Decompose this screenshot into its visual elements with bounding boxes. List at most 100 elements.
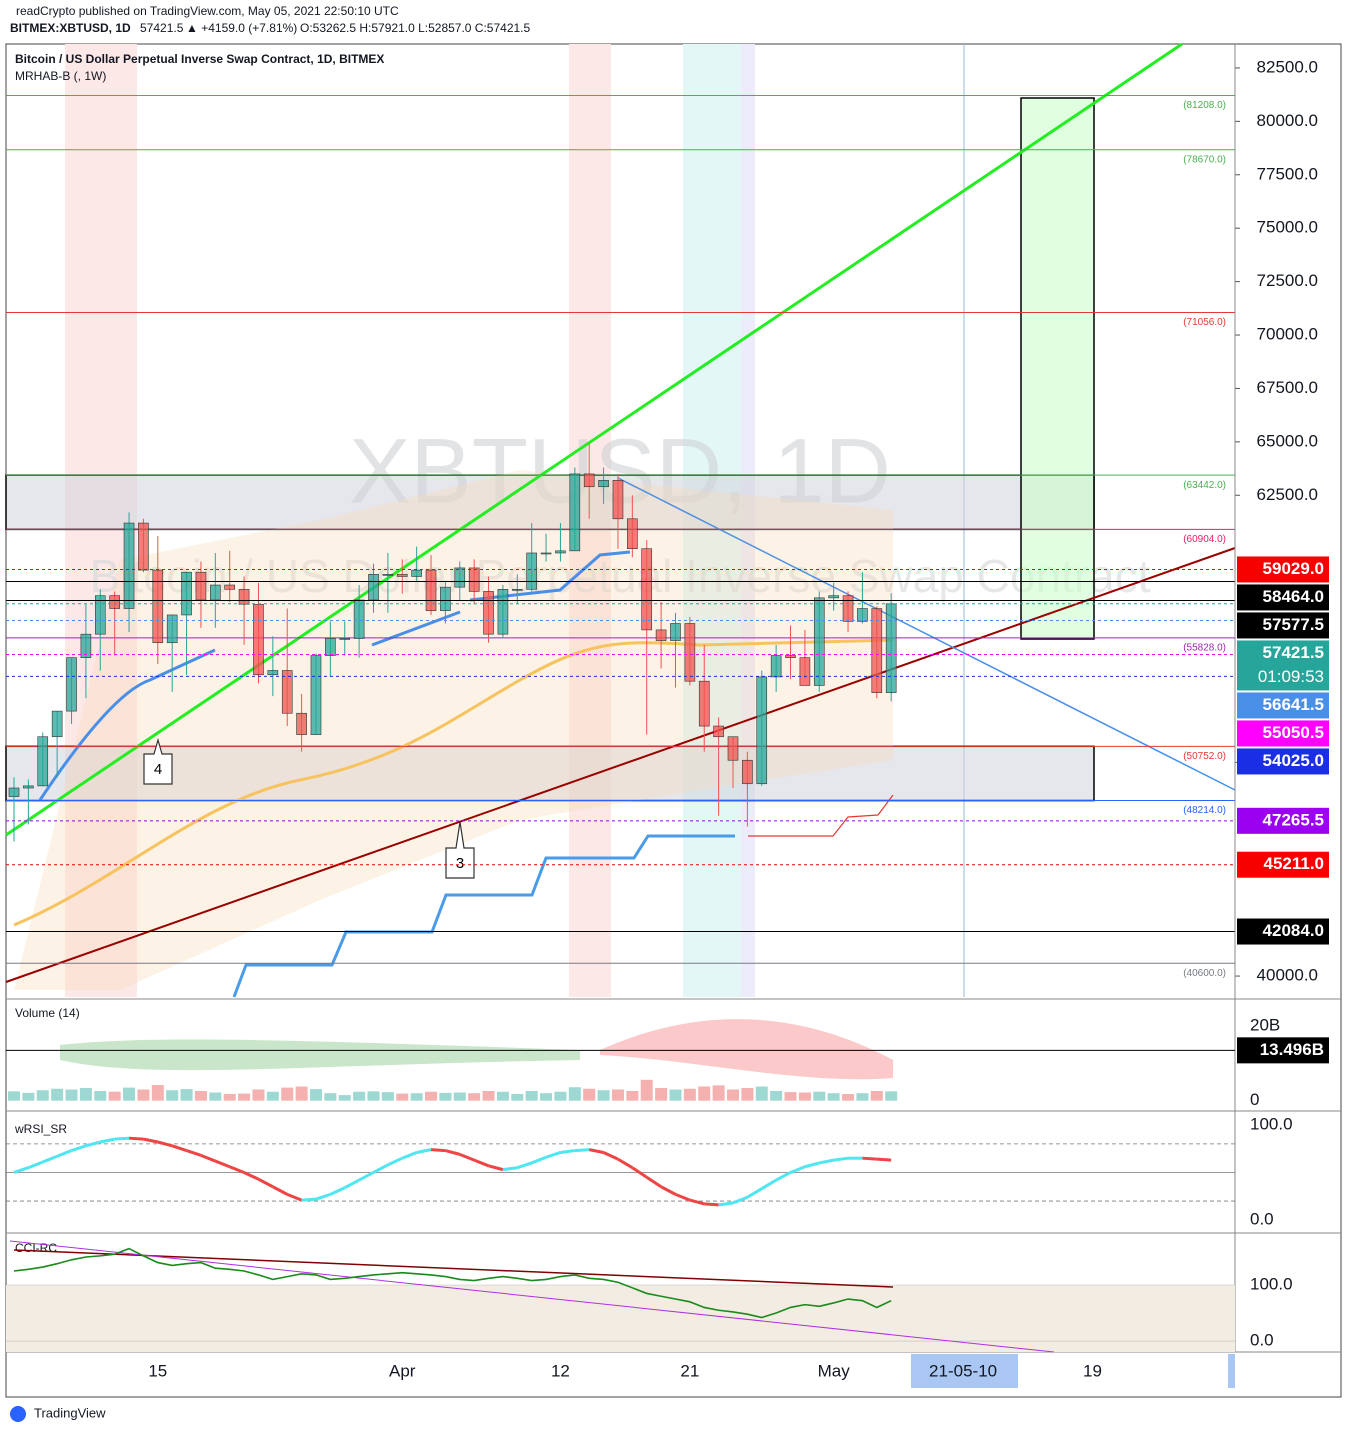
wrsi-segment — [229, 1165, 245, 1174]
x-tick-label: May — [818, 1361, 851, 1380]
price-tag — [1237, 851, 1329, 878]
volume-bar — [655, 1088, 668, 1101]
x-tick-label: Apr — [389, 1361, 416, 1380]
wrsi-segment — [128, 1136, 144, 1141]
candle-body — [310, 655, 322, 735]
change: ▲ +4159.0 (+7.81%) — [186, 21, 297, 35]
candle-body — [66, 657, 77, 712]
price-tag — [1237, 584, 1329, 611]
volume-bar — [180, 1089, 193, 1101]
candle-body — [224, 584, 235, 590]
volume-bar — [540, 1093, 553, 1101]
wrsi-segment — [344, 1178, 360, 1190]
wrsi-segment — [531, 1155, 547, 1165]
publisher: readCrypto published on TradingView.com,… — [16, 4, 399, 18]
level-label: (55828.0) — [1183, 642, 1226, 653]
ma-yellow — [13, 638, 894, 927]
x-tick-label: 21 — [680, 1361, 699, 1380]
candle-body — [296, 712, 307, 735]
level-label: (81208.0) — [1183, 100, 1226, 111]
date-highlight — [911, 1354, 1018, 1388]
wrsi-segment — [502, 1166, 518, 1172]
volume-bar — [453, 1092, 466, 1101]
volume-bar — [827, 1093, 840, 1101]
wrsi-segment — [286, 1192, 303, 1202]
price-tag — [1237, 748, 1329, 775]
y-tick-label: 20B — [1250, 1016, 1280, 1035]
volume-bar — [568, 1087, 581, 1101]
wrsi-segment — [445, 1149, 461, 1156]
wrsi-segment — [473, 1158, 490, 1168]
wrsi-segment — [704, 1202, 719, 1207]
candle-body — [641, 548, 653, 631]
wrsi-segment — [13, 1166, 29, 1174]
pane-title: CCI-RC — [15, 1241, 57, 1255]
pane-title: wRSI_SR — [14, 1122, 67, 1136]
volume-bar — [813, 1091, 826, 1101]
volume-bar — [396, 1093, 409, 1101]
volume-bar — [755, 1086, 768, 1101]
candle-body — [123, 522, 135, 609]
wrsi-segment — [689, 1198, 705, 1206]
vol-ribbon — [600, 1019, 893, 1080]
frame — [5, 43, 1342, 1398]
callout-label: 3 — [456, 855, 464, 872]
volume-bar — [266, 1091, 279, 1101]
x-tick-label: 15 — [148, 1361, 167, 1380]
wrsi-segment — [602, 1151, 619, 1161]
wrsi-segment — [329, 1186, 346, 1196]
price-tag — [1237, 1037, 1329, 1064]
volume-bar — [669, 1089, 682, 1101]
price-tag-label: 54025.0 — [1263, 751, 1324, 770]
candle-body — [727, 736, 739, 761]
vol-ribbon — [60, 1039, 580, 1071]
wrsi-segment — [401, 1151, 418, 1160]
volume-bar — [381, 1092, 394, 1101]
candle-body — [742, 759, 753, 785]
candle-body — [598, 480, 609, 488]
candle-body — [23, 785, 34, 789]
level-label: (50752.0) — [1183, 751, 1226, 762]
volume-bar — [338, 1095, 351, 1101]
candle-body — [785, 655, 796, 658]
volume-bar — [554, 1091, 567, 1101]
level-label: (48214.0) — [1183, 805, 1226, 816]
price-tag-label: 47265.5 — [1263, 810, 1324, 829]
volume-bar — [8, 1091, 20, 1101]
volume-bar — [496, 1091, 509, 1101]
wrsi-segment — [645, 1175, 662, 1189]
target-box — [1020, 97, 1095, 640]
price-tag-label: 55050.5 — [1263, 723, 1324, 742]
pane-title: Volume (14) — [15, 1006, 80, 1020]
x-tick-label: 21-05-10 — [929, 1361, 997, 1380]
watermark-subtitle: Bitcoin / US Dollar Perpetual Inverse Sw… — [89, 550, 1150, 602]
candle-body — [238, 589, 250, 605]
wrsi-segment — [459, 1152, 475, 1162]
cci-trend — [9, 1240, 1055, 1353]
level-label: (71056.0) — [1183, 317, 1226, 328]
candle-body — [411, 569, 422, 577]
candle-body — [627, 518, 638, 550]
volume-bar — [525, 1090, 538, 1101]
wrsi-segment — [833, 1156, 849, 1162]
volume-bar — [870, 1090, 883, 1101]
volume-bar — [583, 1088, 596, 1101]
wrsi-segment — [243, 1171, 260, 1181]
footer: TradingView — [34, 1405, 106, 1420]
ohlc: O:53262.5 H:57921.0 L:52857.0 C:57421.5 — [300, 21, 531, 35]
candle-body — [813, 597, 825, 686]
wrsi-segment — [372, 1163, 389, 1174]
volume-bar — [611, 1089, 624, 1101]
candle-body — [698, 680, 710, 727]
stop-line — [748, 794, 894, 837]
volume-bar — [712, 1085, 725, 1101]
level-label: (40600.0) — [1183, 968, 1226, 979]
price-tag-label: 45211.0 — [1263, 854, 1324, 873]
price-tag — [1237, 720, 1329, 747]
y-tick-label: 82500.0 — [1257, 57, 1318, 76]
candle-body — [94, 595, 106, 635]
candle-body — [37, 736, 49, 787]
volume-bar — [367, 1091, 380, 1101]
candle-body — [253, 603, 264, 676]
y-tick-label: 72500.0 — [1257, 271, 1318, 290]
